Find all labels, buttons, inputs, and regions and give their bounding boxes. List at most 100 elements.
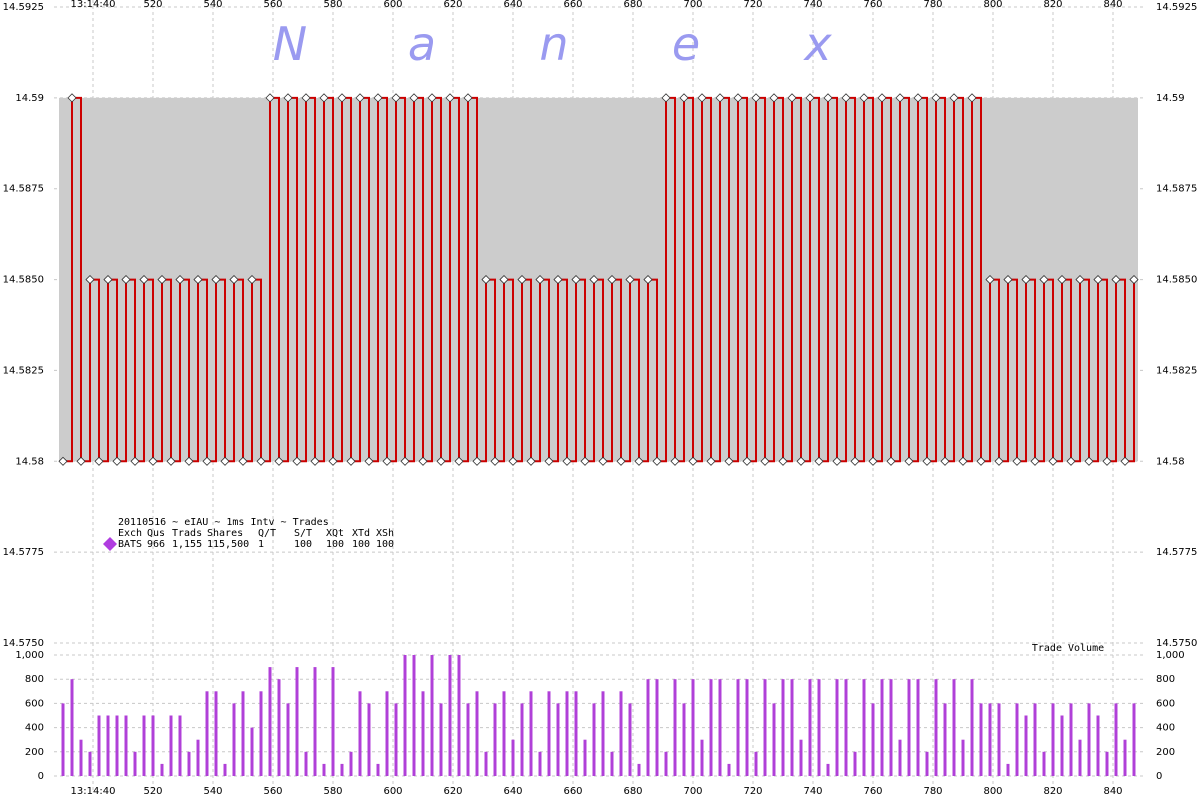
volume-bar — [214, 691, 218, 776]
y-tick-label-left: 0 — [38, 771, 44, 782]
volume-bar — [1015, 703, 1019, 776]
watermark-letter: e — [672, 17, 700, 71]
volume-bar — [880, 679, 884, 776]
trade-marker — [1129, 275, 1139, 285]
volume-bar — [691, 679, 695, 776]
legend-header: XTd — [352, 528, 370, 539]
volume-bar — [340, 763, 344, 776]
volume-bar — [709, 679, 713, 776]
legend-header: Shares — [207, 528, 243, 539]
volume-bar — [1114, 703, 1118, 776]
volume-bar — [160, 763, 164, 776]
volume-bar — [565, 691, 569, 776]
volume-bar — [1078, 739, 1082, 776]
trade-marker — [265, 93, 275, 103]
volume-bar — [601, 691, 605, 776]
volume-bar — [889, 679, 893, 776]
volume-bar — [502, 691, 506, 776]
y-tick-label-right: 1,000 — [1156, 650, 1185, 661]
volume-bar — [484, 751, 488, 776]
volume-bar — [646, 679, 650, 776]
volume-bar — [1033, 703, 1037, 776]
x-tick-label: 700 — [683, 786, 702, 797]
volume-bar — [142, 715, 146, 776]
trade-marker — [544, 456, 554, 466]
volume-bar — [385, 691, 389, 776]
trade-marker — [499, 275, 509, 285]
trade-marker — [355, 93, 365, 103]
trade-marker — [868, 456, 878, 466]
trade-marker — [211, 275, 221, 285]
trade-marker — [895, 93, 905, 103]
volume-bar — [862, 679, 866, 776]
volume-bar — [1096, 715, 1100, 776]
x-tick-label: 780 — [923, 786, 942, 797]
trade-marker — [958, 456, 968, 466]
trade-marker — [193, 275, 203, 285]
trade-marker — [148, 456, 158, 466]
watermark-letter: x — [802, 17, 832, 71]
volume-bar — [394, 703, 398, 776]
volume-bar — [1006, 763, 1010, 776]
volume-bar — [556, 703, 560, 776]
watermark-letter: N — [273, 17, 307, 71]
volume-bar — [817, 679, 821, 776]
trade-marker — [121, 275, 131, 285]
trade-marker — [274, 456, 284, 466]
trade-marker — [247, 275, 257, 285]
volume-bar — [655, 679, 659, 776]
trade-marker — [1012, 456, 1022, 466]
volume-bar — [961, 739, 965, 776]
y-tick-label-right: 800 — [1156, 674, 1175, 685]
trade-marker — [283, 93, 293, 103]
volume-bar — [1105, 751, 1109, 776]
trade-marker — [517, 275, 527, 285]
volume-bar — [844, 679, 848, 776]
trade-marker — [94, 456, 104, 466]
volume-bar — [628, 703, 632, 776]
trade-marker — [526, 456, 536, 466]
volume-bar — [178, 715, 182, 776]
volume-bar — [520, 703, 524, 776]
volume-bar — [574, 691, 578, 776]
trade-marker — [805, 93, 815, 103]
trade-marker — [670, 456, 680, 466]
legend-cell: 100 — [326, 539, 344, 550]
volume-bar — [529, 691, 533, 776]
trade-marker — [490, 456, 500, 466]
y-tick-label-right: 0 — [1156, 771, 1162, 782]
trade-marker — [112, 456, 122, 466]
trade-marker — [967, 93, 977, 103]
legend-cell: BATS — [118, 539, 142, 550]
volume-bar — [457, 655, 461, 776]
trade-marker — [1066, 456, 1076, 466]
trade-marker — [220, 456, 230, 466]
y-tick-label-left: 600 — [25, 698, 44, 709]
volume-bar — [403, 655, 407, 776]
volume-bar — [133, 751, 137, 776]
x-tick-label: 540 — [203, 0, 222, 10]
x-tick-label: 840 — [1103, 0, 1122, 10]
y-tick-label-right: 14.5750 — [1156, 638, 1197, 649]
volume-bar — [988, 703, 992, 776]
trade-marker — [463, 93, 473, 103]
y-tick-label-left: 800 — [25, 674, 44, 685]
trade-marker — [931, 93, 941, 103]
volume-bar — [1024, 715, 1028, 776]
volume-bar — [466, 703, 470, 776]
volume-bar — [754, 751, 758, 776]
volume-bar — [763, 679, 767, 776]
trade-marker — [103, 275, 113, 285]
volume-bar — [124, 715, 128, 776]
x-tick-label: 840 — [1103, 786, 1122, 797]
trade-marker — [1120, 456, 1130, 466]
volume-bar — [430, 655, 434, 776]
trade-marker — [1030, 456, 1040, 466]
trade-marker — [202, 456, 212, 466]
volume-bar — [61, 703, 65, 776]
x-tick-label: 580 — [323, 0, 342, 10]
y-tick-label-right: 14.59 — [1156, 93, 1185, 104]
trade-marker — [76, 456, 86, 466]
trade-marker — [454, 456, 464, 466]
volume-bar — [772, 703, 776, 776]
